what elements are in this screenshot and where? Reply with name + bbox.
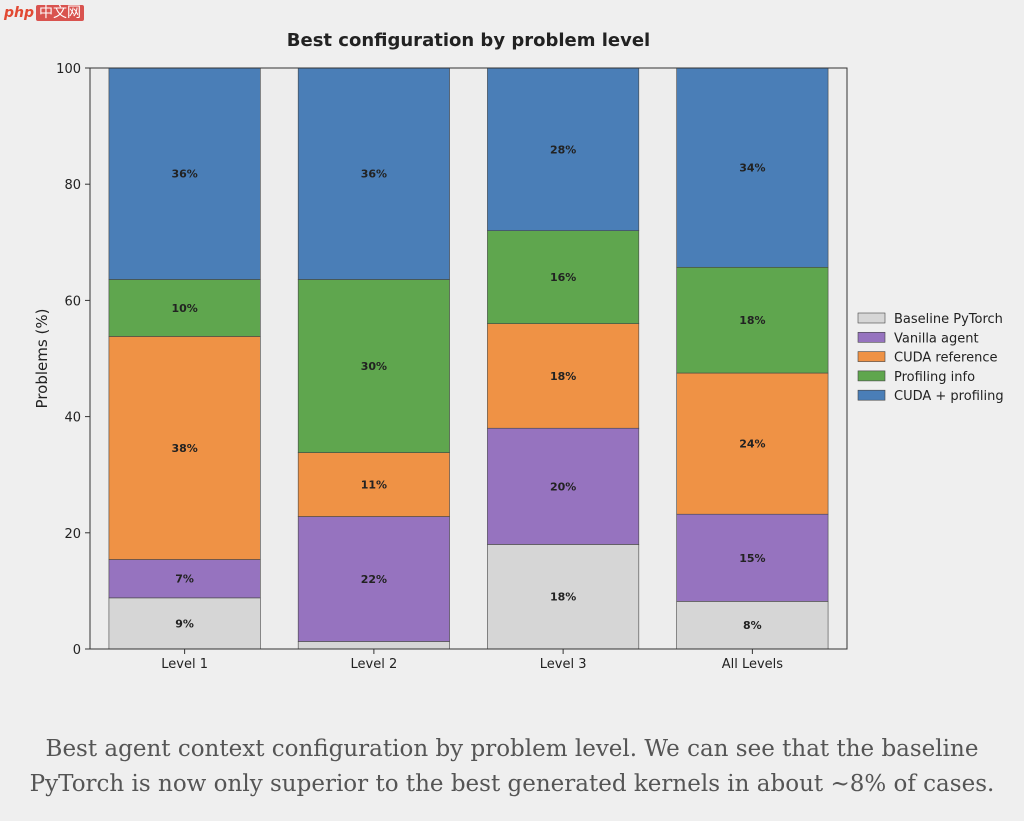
- y-axis: 0 20 40 60 80 100: [56, 62, 90, 658]
- x-tick-label: Level 2: [351, 657, 398, 672]
- stacked-bar-chart: 9% 7% 38% 10% 36% 22% 11% 30% 36% 18% 20% 18% 16% 28%…: [33, 30, 1004, 672]
- figure-caption: Best agent context configuration by prob…: [29, 736, 995, 797]
- legend-label: Baseline PyTorch: [894, 312, 1003, 327]
- legend-label: Profiling info: [894, 370, 975, 385]
- x-tick-label: All Levels: [722, 657, 784, 672]
- y-tick-label: 60: [64, 294, 81, 309]
- y-tick-label: 80: [64, 178, 81, 193]
- bar-cuda-profiling-level-1: [108, 67, 261, 280]
- legend: Baseline PyTorch Vanilla agent CUDA refere…: [857, 312, 1004, 404]
- bar-profiling-info-all-levels: [676, 266, 829, 374]
- plot-frame: [89, 67, 848, 650]
- bar-baseline-pytorch-level-3: [487, 544, 640, 650]
- data-label: 9%: [175, 617, 194, 630]
- bar-baseline-pytorch-level-2: [297, 641, 450, 650]
- data-label: 22%: [361, 573, 387, 586]
- data-label: 24%: [739, 438, 765, 451]
- data-label: 36%: [171, 168, 197, 181]
- data-label: 7%: [175, 573, 194, 586]
- watermark-logo-php: php: [4, 5, 35, 21]
- data-label: 28%: [550, 143, 576, 156]
- data-label: 18%: [739, 314, 765, 327]
- bars-layer: [108, 67, 829, 650]
- y-tick-label: 0: [73, 643, 81, 658]
- data-label: 20%: [550, 480, 576, 493]
- legend-label: CUDA reference: [894, 351, 997, 366]
- legend-swatch: [857, 370, 886, 382]
- legend-label: Vanilla agent: [894, 331, 979, 346]
- bar-profiling-info-level-3: [487, 230, 640, 324]
- bar-cuda-profiling-all-levels: [676, 67, 829, 268]
- bar-cuda-profiling-level-3: [487, 67, 640, 231]
- x-tick-label: Level 1: [161, 657, 208, 672]
- bar-cuda-reference-level-3: [487, 323, 640, 429]
- data-label: 8%: [743, 619, 762, 632]
- data-label: 38%: [171, 442, 197, 455]
- y-tick-label: 40: [64, 411, 81, 426]
- bar-baseline-pytorch-level-1: [108, 597, 261, 650]
- x-tick-label: Level 3: [540, 657, 587, 672]
- data-label: 15%: [739, 552, 765, 565]
- y-tick-label: 20: [64, 527, 81, 542]
- bar-profiling-info-level-2: [297, 279, 450, 453]
- bar-vanilla-agent-level-2: [297, 516, 450, 642]
- y-axis-label: Problems (%): [33, 309, 51, 409]
- bar-profiling-info-level-1: [108, 279, 261, 337]
- bar-cuda-reference-level-1: [108, 336, 261, 560]
- legend-swatch: [857, 312, 886, 324]
- bar-cuda-reference-level-2: [297, 452, 450, 517]
- data-label: 11%: [361, 479, 387, 492]
- data-label: 34%: [739, 162, 765, 175]
- legend-swatch: [857, 351, 886, 362]
- data-label: 30%: [361, 360, 387, 373]
- y-tick-label: 100: [56, 62, 81, 77]
- bar-vanilla-agent-level-3: [487, 427, 640, 545]
- legend-label: CUDA + profiling: [894, 389, 1004, 404]
- bar-cuda-reference-all-levels: [676, 372, 829, 515]
- legend-swatch: [857, 331, 886, 343]
- watermark-logo-text: 中文网: [36, 5, 85, 21]
- data-label: 36%: [361, 168, 387, 181]
- chart-title: Best configuration by problem level: [287, 30, 650, 51]
- watermark-logo: php 中文网: [4, 2, 85, 22]
- data-label: 16%: [550, 271, 576, 284]
- bar-vanilla-agent-level-1: [108, 559, 261, 599]
- data-label: 18%: [550, 370, 576, 383]
- data-label: 10%: [171, 302, 197, 315]
- x-axis: Level 1 Level 2 Level 3 All Levels: [161, 649, 783, 672]
- data-label: 18%: [550, 591, 576, 604]
- data-labels-layer: 9% 7% 38% 10% 36% 22% 11% 30% 36% 18% 20% 18% 16% 28%…: [171, 143, 765, 632]
- legend-swatch: [857, 389, 886, 401]
- bar-vanilla-agent-all-levels: [676, 513, 829, 602]
- bar-cuda-profiling-level-2: [297, 67, 450, 280]
